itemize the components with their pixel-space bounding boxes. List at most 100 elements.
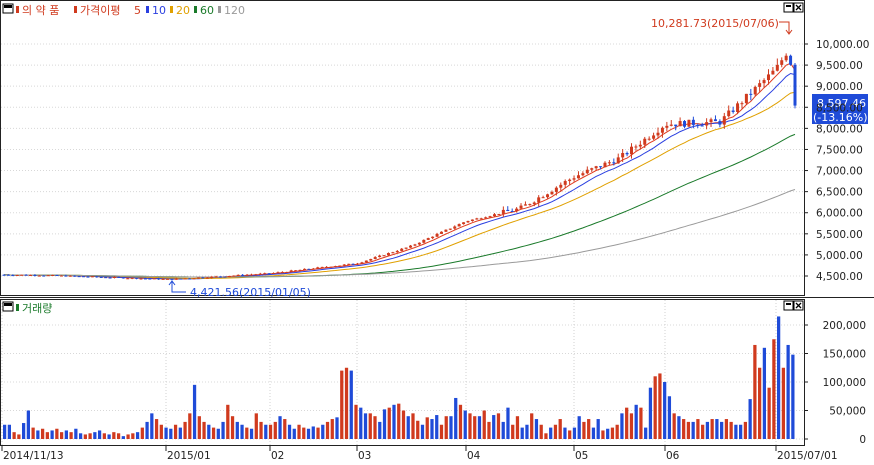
candle-body bbox=[90, 276, 94, 278]
volume-bar bbox=[245, 427, 249, 439]
candle-body bbox=[289, 270, 293, 273]
volume-bar bbox=[620, 413, 624, 439]
volume-bar bbox=[568, 430, 572, 439]
candle-body bbox=[740, 103, 744, 105]
volume-bar bbox=[682, 419, 686, 439]
volume-bar bbox=[401, 410, 406, 439]
candle-body bbox=[709, 119, 713, 123]
volume-y-tick-label: 100,000 bbox=[823, 377, 866, 389]
x-tick-label: 2015/01 bbox=[167, 450, 211, 462]
volume-bar bbox=[444, 416, 448, 439]
candle-body bbox=[439, 231, 443, 234]
volume-y-tick-label: 150,000 bbox=[823, 349, 866, 361]
candle-body bbox=[236, 274, 240, 276]
volume-bar bbox=[729, 421, 733, 439]
candle-body bbox=[369, 258, 373, 261]
volume-bar bbox=[135, 432, 140, 439]
volume-bar bbox=[373, 416, 377, 439]
volume-y-axis: 200,000 150,000 100,000 50,000 0 bbox=[804, 320, 866, 446]
maximize-icon[interactable] bbox=[783, 300, 794, 311]
volume-bar bbox=[435, 415, 439, 439]
candle-body bbox=[356, 263, 360, 265]
volume-bar bbox=[74, 428, 78, 439]
candle-body bbox=[351, 263, 355, 265]
volume-bar bbox=[582, 421, 586, 439]
volume-bar bbox=[112, 432, 116, 439]
candle-body bbox=[744, 93, 748, 104]
candle-body bbox=[475, 218, 479, 220]
candle-body bbox=[152, 278, 156, 280]
volume-bar bbox=[340, 370, 344, 439]
candle-body bbox=[179, 278, 183, 280]
volume-bar bbox=[7, 424, 11, 439]
volume-bar bbox=[259, 421, 263, 439]
candle-body bbox=[634, 146, 638, 148]
candle-body bbox=[532, 202, 536, 205]
volume-bar bbox=[202, 421, 206, 439]
volume-bar bbox=[59, 432, 64, 439]
high-annotation: 10,281.73(2015/07/06) bbox=[651, 17, 793, 35]
volume-bar bbox=[230, 416, 235, 439]
candle-body bbox=[506, 209, 510, 212]
candle-body bbox=[170, 278, 174, 280]
price-panel-window-buttons[interactable] bbox=[783, 2, 804, 13]
volume-bar bbox=[121, 436, 125, 439]
candle-body bbox=[135, 277, 139, 279]
price-y-tick-label: 4,500.00 bbox=[816, 271, 863, 283]
candle-body bbox=[603, 162, 607, 168]
volume-bar bbox=[83, 434, 87, 439]
candle-body bbox=[629, 146, 633, 155]
volume-bar bbox=[131, 433, 135, 439]
candle-body bbox=[104, 277, 108, 279]
maximize-icon[interactable] bbox=[783, 2, 794, 13]
candle-body bbox=[333, 266, 337, 268]
candle-body bbox=[417, 242, 421, 245]
volume-bar bbox=[487, 421, 491, 439]
candle-body bbox=[404, 247, 408, 249]
volume-bar bbox=[173, 424, 178, 439]
volume-bar bbox=[734, 424, 738, 439]
candle-body bbox=[687, 119, 691, 127]
candle-body bbox=[272, 272, 276, 274]
volume-bar bbox=[12, 432, 16, 439]
volume-bar bbox=[496, 413, 501, 439]
candle-body bbox=[466, 220, 470, 223]
volume-bar bbox=[677, 416, 681, 439]
volume-bar bbox=[378, 421, 382, 439]
volume-bar bbox=[45, 432, 49, 439]
volume-bar bbox=[140, 427, 144, 439]
candle-body bbox=[24, 274, 28, 276]
candle-body bbox=[302, 268, 306, 270]
low-annotation-text: 4,421.56(2015/01/05) bbox=[190, 286, 311, 299]
candle-body bbox=[99, 276, 103, 278]
candle-body bbox=[241, 274, 245, 276]
candle-body bbox=[325, 266, 329, 268]
ma20-line bbox=[3, 91, 796, 279]
candle-body bbox=[775, 64, 779, 71]
volume-y-tick-label: 200,000 bbox=[823, 320, 866, 332]
volume-bar bbox=[667, 396, 672, 439]
candle-body bbox=[263, 273, 267, 275]
volume-bar bbox=[235, 421, 239, 439]
candle-body bbox=[638, 144, 642, 147]
volume-bar bbox=[344, 367, 349, 439]
legend-window-icon bbox=[2, 3, 14, 14]
volume-bar bbox=[216, 428, 220, 439]
volume-bar bbox=[468, 413, 472, 439]
candle-body bbox=[713, 119, 717, 122]
price-y-tick-label: 6,000.00 bbox=[816, 208, 863, 220]
volume-bar bbox=[107, 434, 111, 439]
volume-panel-window-buttons[interactable] bbox=[783, 300, 804, 311]
volume-bar bbox=[188, 413, 192, 439]
price-y-tick-label: 7,500.00 bbox=[816, 144, 863, 156]
volume-bar bbox=[791, 354, 795, 439]
candle-body bbox=[705, 122, 709, 126]
volume-bar bbox=[701, 424, 705, 439]
candle-body bbox=[669, 124, 673, 126]
ma120-line bbox=[3, 189, 796, 278]
volume-bar bbox=[240, 424, 244, 439]
volume-bar bbox=[273, 421, 277, 439]
volume-bar bbox=[762, 347, 767, 439]
candle-body bbox=[678, 121, 682, 127]
